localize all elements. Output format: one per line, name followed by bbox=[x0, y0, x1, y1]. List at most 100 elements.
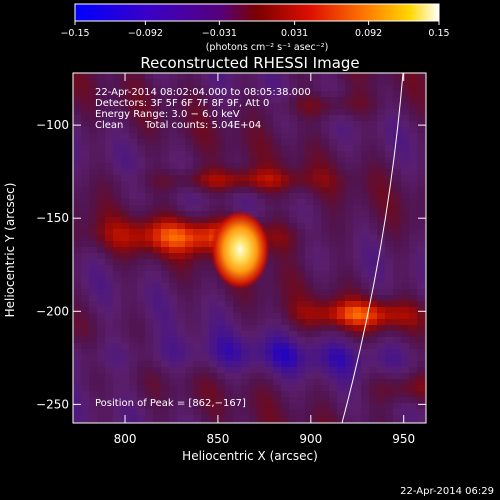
heatmap-cell bbox=[217, 385, 226, 392]
heatmap-cell bbox=[145, 379, 154, 386]
heatmap-cell bbox=[249, 145, 258, 152]
heatmap-cell bbox=[209, 367, 218, 374]
heatmap-cell bbox=[217, 181, 226, 188]
heatmap-cell bbox=[169, 229, 178, 236]
heatmap-cell bbox=[353, 271, 362, 278]
heatmap-cell bbox=[353, 349, 362, 356]
heatmap-cell bbox=[153, 175, 162, 182]
heatmap-cell bbox=[305, 289, 314, 296]
heatmap-cell bbox=[353, 157, 362, 164]
heatmap-cell bbox=[281, 163, 290, 170]
heatmap-cell bbox=[297, 97, 306, 104]
heatmap-cell bbox=[345, 385, 354, 392]
heatmap-cell bbox=[377, 319, 386, 326]
heatmap-cell bbox=[401, 121, 410, 128]
heatmap-cell bbox=[313, 97, 322, 104]
heatmap-cell bbox=[201, 235, 210, 242]
heatmap-cell bbox=[281, 367, 290, 374]
heatmap-cell bbox=[81, 91, 90, 98]
heatmap-cell bbox=[265, 277, 274, 284]
heatmap-cell bbox=[121, 127, 130, 134]
heatmap-cell bbox=[385, 79, 394, 86]
heatmap-cell bbox=[345, 181, 354, 188]
heatmap-cell bbox=[289, 121, 298, 128]
heatmap-cell bbox=[409, 247, 418, 254]
heatmap-cell bbox=[329, 73, 338, 80]
heatmap-cell bbox=[233, 97, 242, 104]
heatmap-cell bbox=[377, 163, 386, 170]
heatmap-cell bbox=[241, 397, 250, 404]
heatmap-cell bbox=[257, 355, 266, 362]
heatmap-cell bbox=[209, 115, 218, 122]
heatmap-cell bbox=[129, 199, 138, 206]
heatmap-cell bbox=[417, 301, 426, 308]
heatmap-cell bbox=[73, 421, 82, 423]
heatmap-cell bbox=[209, 85, 218, 92]
heatmap-cell bbox=[345, 415, 354, 422]
heatmap-cell bbox=[153, 325, 162, 332]
heatmap-cell bbox=[385, 367, 394, 374]
heatmap-cell bbox=[289, 295, 298, 302]
heatmap-cell bbox=[305, 301, 314, 308]
heatmap-cell bbox=[377, 139, 386, 146]
heatmap-cell bbox=[409, 115, 418, 122]
heatmap-cell bbox=[73, 151, 82, 158]
heatmap-cell bbox=[401, 397, 410, 404]
heatmap-cell bbox=[337, 133, 346, 140]
heatmap-cell bbox=[297, 115, 306, 122]
heatmap-cell bbox=[105, 343, 114, 350]
heatmap-cell bbox=[137, 235, 146, 242]
heatmap-cell bbox=[113, 217, 122, 224]
heatmap-cell bbox=[393, 73, 402, 80]
heatmap-cell bbox=[313, 415, 322, 422]
heatmap-cell bbox=[401, 181, 410, 188]
heatmap-cell bbox=[153, 73, 162, 80]
heatmap-cell bbox=[361, 211, 370, 218]
heatmap-cell bbox=[313, 379, 322, 386]
heatmap-cell bbox=[337, 85, 346, 92]
heatmap-cell bbox=[161, 175, 170, 182]
heatmap-cell bbox=[225, 289, 234, 296]
heatmap-cell bbox=[393, 151, 402, 158]
heatmap-cell bbox=[313, 85, 322, 92]
heatmap-cell bbox=[289, 307, 298, 314]
heatmap-cell bbox=[305, 175, 314, 182]
heatmap-cell bbox=[73, 349, 82, 356]
heatmap-cell bbox=[369, 265, 378, 272]
heatmap-cell bbox=[385, 301, 394, 308]
heatmap-cell bbox=[417, 175, 426, 182]
heatmap-cell bbox=[153, 367, 162, 374]
heatmap-cell bbox=[233, 421, 242, 423]
heatmap-cell bbox=[321, 349, 330, 356]
heatmap-cell bbox=[137, 421, 146, 423]
heatmap-cell bbox=[225, 343, 234, 350]
heatmap-cell bbox=[129, 193, 138, 200]
heatmap-cell bbox=[313, 127, 322, 134]
heatmap-cell bbox=[153, 265, 162, 272]
heatmap-cell bbox=[353, 379, 362, 386]
heatmap-cell bbox=[337, 91, 346, 98]
heatmap-cell bbox=[249, 337, 258, 344]
heatmap-cell bbox=[201, 133, 210, 140]
axes: 800 850 900 950−100−150−200−250 bbox=[36, 73, 426, 446]
heatmap-cell bbox=[257, 409, 266, 416]
heatmap-cell bbox=[289, 97, 298, 104]
heatmap-cell bbox=[321, 97, 330, 104]
heatmap-cell bbox=[137, 379, 146, 386]
heatmap-cell bbox=[417, 211, 426, 218]
heatmap-cell bbox=[345, 235, 354, 242]
heatmap-cell bbox=[281, 91, 290, 98]
heatmap-cell bbox=[121, 355, 130, 362]
heatmap-cell bbox=[137, 175, 146, 182]
heatmap-cell bbox=[73, 319, 82, 326]
heatmap-cell bbox=[417, 367, 426, 374]
heatmap-cell bbox=[161, 217, 170, 224]
heatmap-cell bbox=[281, 169, 290, 176]
heatmap-cell bbox=[185, 187, 194, 194]
heatmap-cell bbox=[385, 295, 394, 302]
heatmap-cell bbox=[185, 397, 194, 404]
heatmap-cell bbox=[305, 253, 314, 260]
heatmap-cell bbox=[337, 415, 346, 422]
heatmap-cell bbox=[145, 397, 154, 404]
heatmap-cell bbox=[321, 277, 330, 284]
